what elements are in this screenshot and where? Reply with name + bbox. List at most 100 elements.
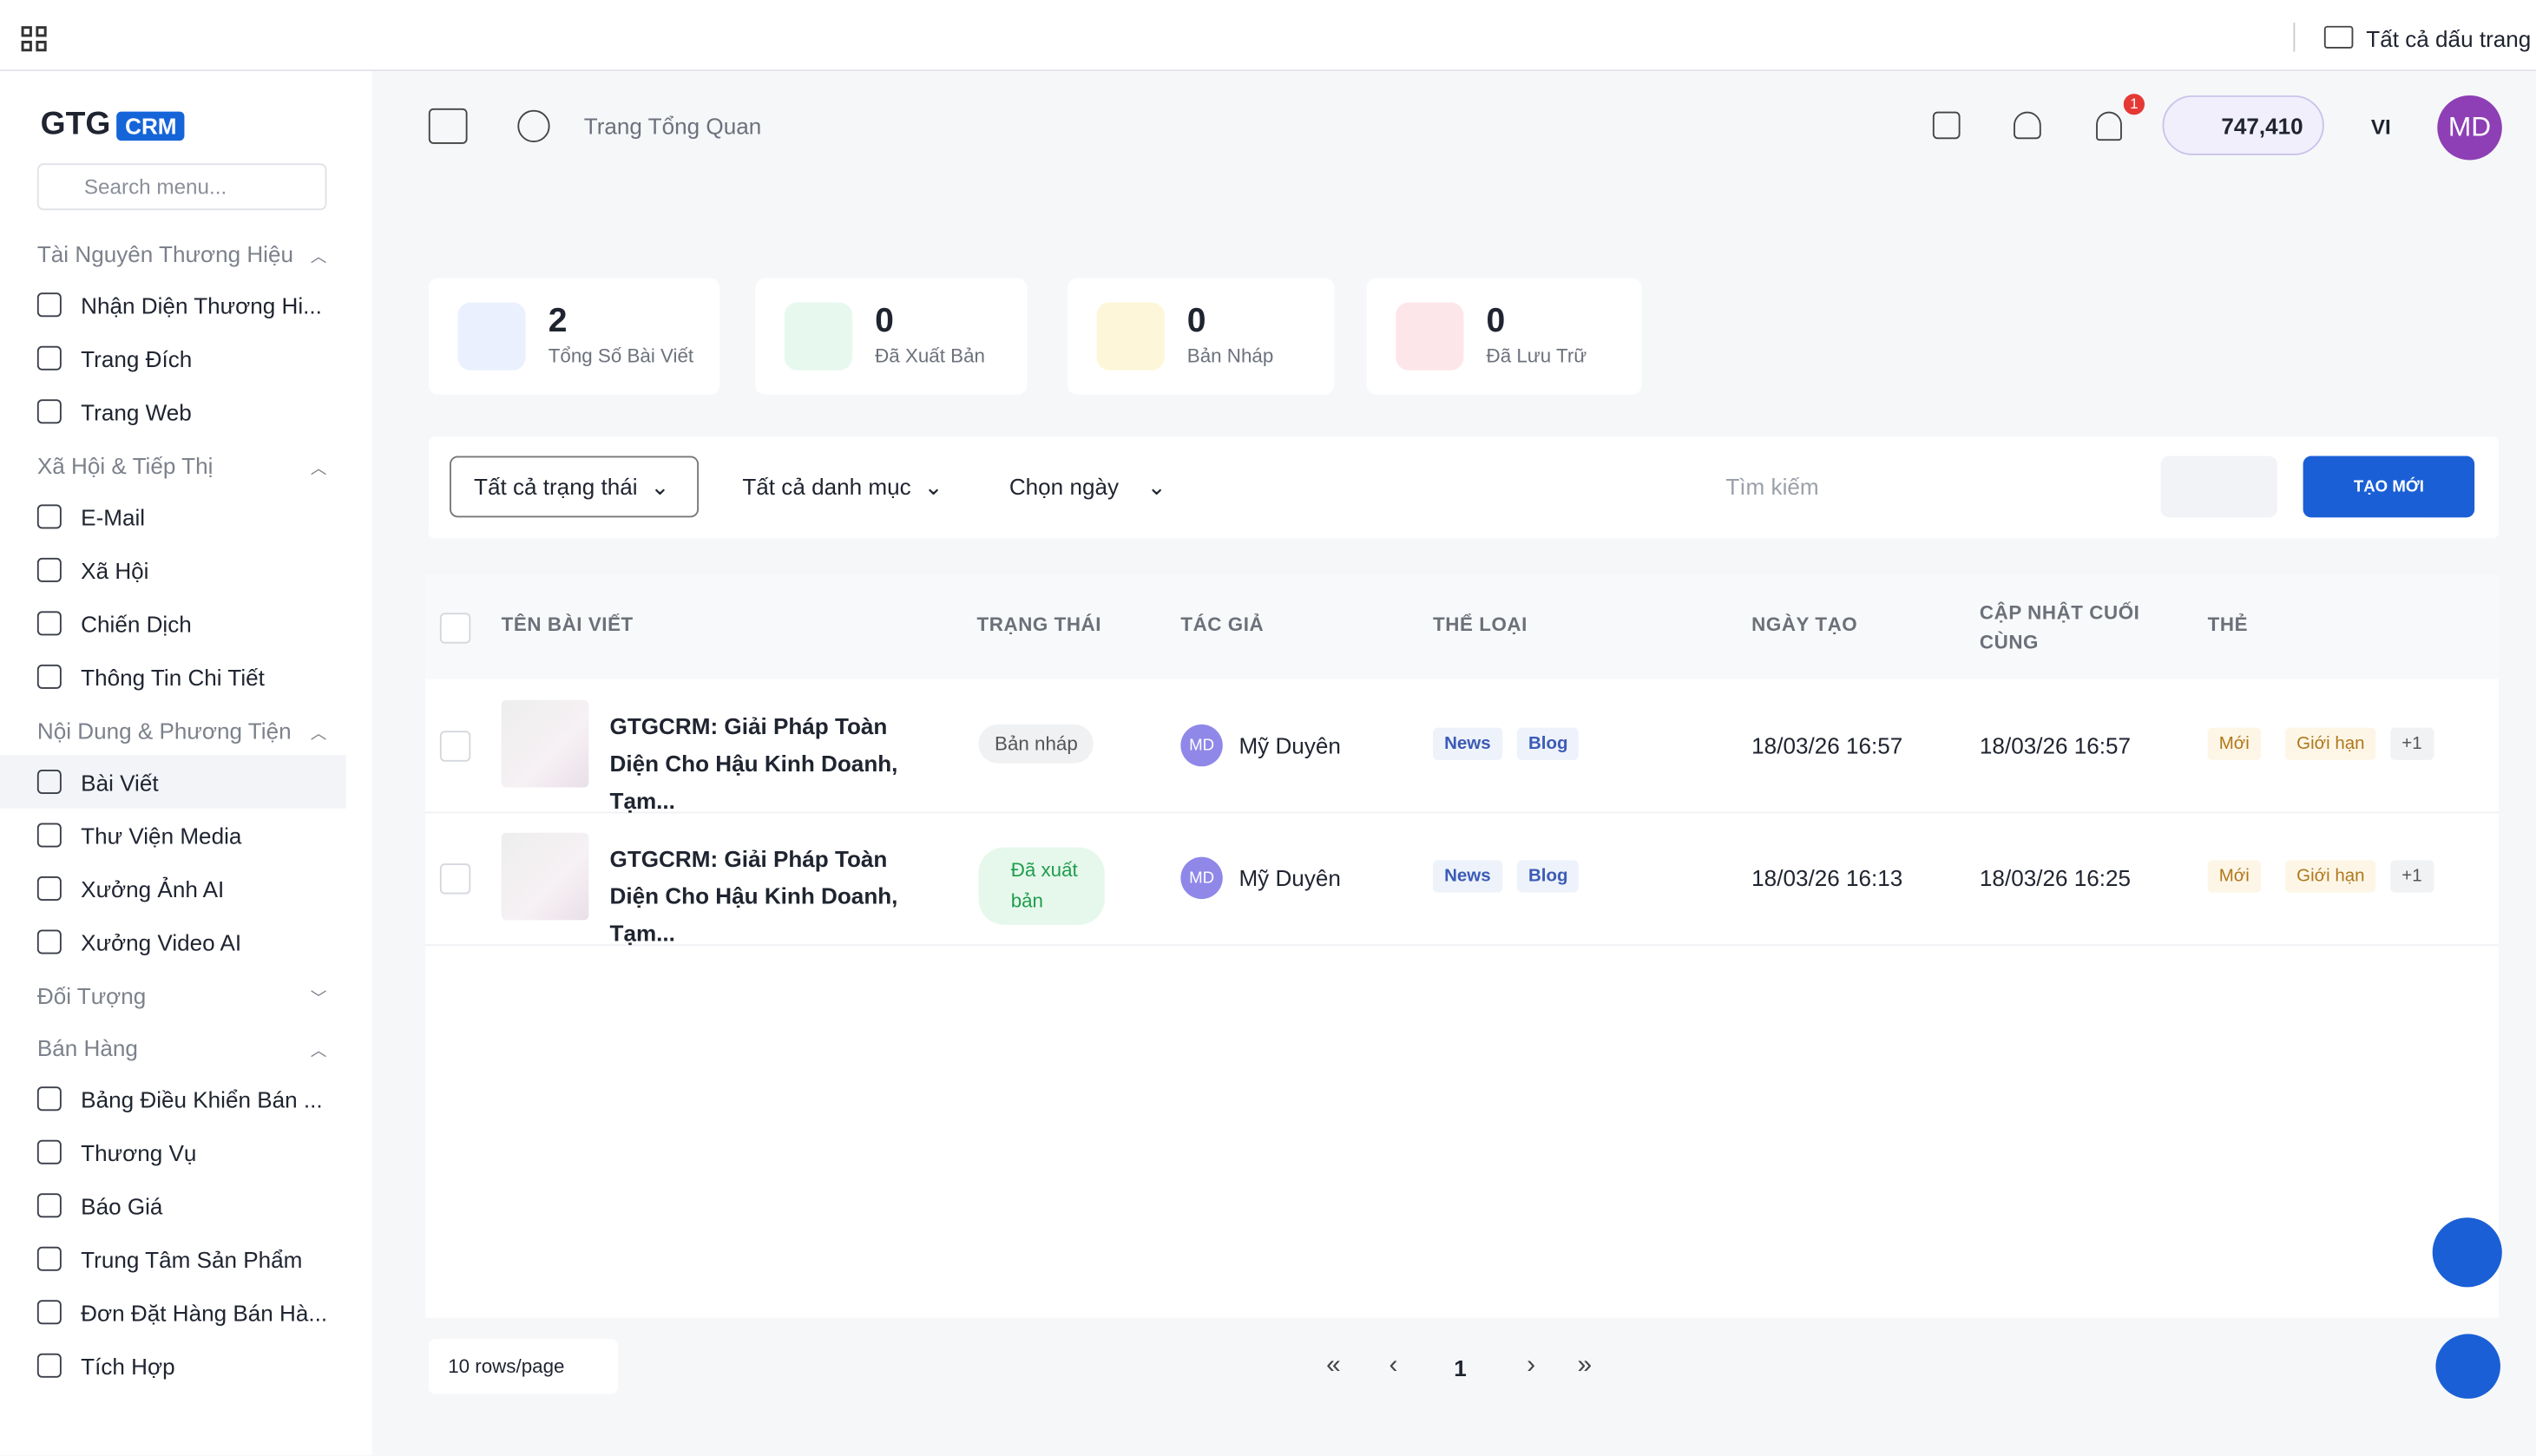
table-row: GTGCRM: Giải Pháp Toàn Diện Cho Hậu Kinh…: [425, 811, 2500, 947]
menu-icon: [36, 504, 62, 529]
logo-text: GTG: [40, 106, 111, 142]
menu-item[interactable]: Bảng Điều Khiển Bán ...: [0, 1072, 372, 1125]
menu-icon: [36, 1139, 62, 1164]
chat-button[interactable]: [2435, 1334, 2500, 1399]
category-filter[interactable]: Tất cả danh mục ⌄: [742, 473, 943, 500]
menu-item[interactable]: Đơn Đặt Hàng Bán Hà...: [0, 1285, 372, 1338]
menu-icon: [36, 1300, 62, 1325]
menu-icon: [36, 664, 62, 689]
notification-icon[interactable]: [2096, 111, 2122, 141]
logo-badge: CRM: [116, 110, 185, 141]
stat-value: 0: [1486, 302, 1506, 340]
stat-label: Đã Xuất Bản: [875, 344, 985, 368]
menu-label: Trang Web: [81, 398, 192, 425]
menu-label: Thư Viện Media: [81, 822, 242, 849]
post-title[interactable]: GTGCRM: Giải Pháp Toàn Diện Cho Hậu Kinh…: [609, 712, 898, 814]
chevron: ︿: [310, 460, 327, 478]
tag-chip: Mới: [2207, 860, 2261, 893]
row-checkbox[interactable]: [439, 731, 471, 762]
menu-icon: [36, 770, 62, 794]
post-title[interactable]: GTGCRM: Giải Pháp Toàn Diện Cho Hậu Kinh…: [609, 845, 898, 947]
pager-next[interactable]: ›»: [1527, 1351, 1634, 1380]
menu-item[interactable]: Thông Tin Chi Tiết: [0, 650, 372, 703]
menu-item[interactable]: Báo Giá: [0, 1178, 372, 1231]
menu-label: Thương Vụ: [81, 1138, 197, 1165]
menu-item[interactable]: Thư Viện Media: [0, 809, 372, 862]
menu-icon: [36, 1193, 62, 1218]
menu-item[interactable]: Chiến Dịch: [0, 597, 372, 650]
menu-item[interactable]: Bài Viết: [0, 755, 346, 809]
chevron: ︿: [310, 725, 327, 744]
menu-item[interactable]: Nhận Diện Thương Hi...: [0, 279, 372, 331]
apps-icon[interactable]: [21, 26, 47, 52]
stat-value: 0: [1186, 302, 1206, 340]
current-page[interactable]: 1: [1454, 1354, 1467, 1381]
page-size[interactable]: 10 rows/page: [428, 1338, 618, 1394]
menu-section[interactable]: Bán Hàng ︿: [0, 1024, 372, 1072]
chevron: ﹀: [310, 990, 327, 1008]
launch-button[interactable]: [2432, 1217, 2502, 1288]
menu-section[interactable]: Nội Dung & Phương Tiện ︿: [0, 706, 372, 755]
back-button[interactable]: [517, 109, 550, 142]
menu-item[interactable]: Trang Web: [0, 385, 372, 438]
stat-icon: [457, 302, 526, 371]
menu-section[interactable]: Xã Hội & Tiếp Thị ︿: [0, 442, 372, 490]
select-all[interactable]: [439, 613, 471, 644]
menu-item[interactable]: Tích Hợp: [0, 1339, 372, 1392]
menu-section[interactable]: Tài Nguyên Thương Hiệu ︿: [0, 230, 372, 279]
section-title: Tài Nguyên Thương Hiệu: [36, 240, 293, 267]
menu-label: Thông Tin Chi Tiết: [81, 663, 265, 690]
author-name: Mỹ Duyên: [1238, 864, 1341, 891]
bookmarks[interactable]: Tất cả dấu trang: [2366, 25, 2532, 52]
menu-item[interactable]: Thương Vụ: [0, 1125, 372, 1178]
thumbnail: [501, 832, 589, 921]
menu-label: E-Mail: [81, 503, 146, 530]
menu-label: Tích Hợp: [81, 1352, 175, 1379]
chevron: ︿: [310, 248, 327, 266]
stat-text: 2 Tổng Số Bài Viết: [549, 302, 693, 370]
language[interactable]: VI: [2370, 115, 2391, 140]
filter-bar: Tất cả trạng thái ⌄ Tất cả danh mục ⌄ Chọn…: [428, 436, 2500, 539]
menu-item[interactable]: Xưởng Video AI: [0, 915, 372, 968]
pager-prev[interactable]: «‹: [1326, 1351, 1447, 1380]
column-header: TRẠNG THÁI: [976, 613, 1102, 636]
menu: Tài Nguyên Thương Hiệu ︿ Nhận Diện Thương …: [0, 226, 372, 1393]
support-icon[interactable]: [2014, 111, 2041, 140]
stat-card: 0 Đã Lưu Trữ: [1366, 278, 1642, 395]
status-filter[interactable]: Tất cả trạng thái ⌄: [450, 456, 700, 518]
tag-chip: Giới hạn: [2285, 727, 2376, 760]
menu-icon: [36, 399, 62, 424]
status-pill: Bản nháp: [978, 724, 1094, 764]
category-chip: Blog: [1516, 860, 1580, 893]
credits[interactable]: 747,410: [2162, 95, 2324, 155]
stat-value: 2: [548, 302, 568, 340]
menu-icon: [36, 1086, 62, 1112]
create-button[interactable]: TẠO MỚI: [2303, 456, 2475, 518]
notification-count: 1: [2123, 94, 2145, 115]
menu-item[interactable]: Trung Tâm Sản Phẩm: [0, 1232, 372, 1285]
view-toggle[interactable]: [2160, 456, 2277, 518]
menu-label: Nhận Diện Thương Hi...: [81, 292, 322, 318]
table-row: GTGCRM: Giải Pháp Toàn Diện Cho Hậu Kinh…: [425, 679, 2500, 814]
created-date: 18/03/26 16:57: [1751, 732, 1903, 758]
sidebar-toggle[interactable]: [428, 108, 468, 144]
menu-search[interactable]: Search menu...: [36, 163, 327, 211]
status-pill: Đã xuất bản: [978, 847, 1105, 925]
column-header: NGÀY TẠO: [1751, 613, 1858, 636]
logo[interactable]: GTG CRM: [41, 107, 185, 144]
menu-section[interactable]: Đối Tượng ﹀: [0, 972, 372, 1020]
avatar[interactable]: MD: [2437, 95, 2502, 161]
menu-item[interactable]: Xã Hội: [0, 543, 372, 596]
ai-icon[interactable]: [1932, 111, 1961, 140]
column-header: CẬP NHẬT CUỐI CÙNG: [1979, 601, 2140, 653]
menu-item[interactable]: Xưởng Ảnh AI: [0, 862, 372, 915]
search-input[interactable]: Tìm kiếm: [1703, 456, 2124, 518]
menu-item[interactable]: E-Mail: [0, 490, 372, 543]
menu-item[interactable]: Trang Đích: [0, 331, 372, 384]
row-checkbox[interactable]: [439, 863, 471, 895]
menu-label: Báo Giá: [81, 1192, 163, 1219]
date-filter[interactable]: Chọn ngày ⌄: [1008, 473, 1166, 500]
category-chip: Blog: [1516, 727, 1580, 760]
topbar: Tất cả dấu trang: [0, 0, 2536, 71]
